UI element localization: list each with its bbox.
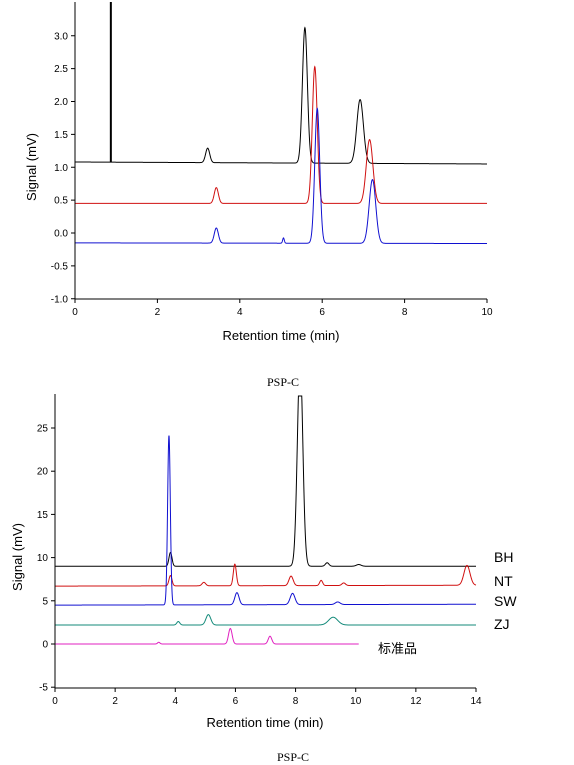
chart-bottom-series-2-line [55,435,476,606]
series-label-4: 标准品 [378,642,417,657]
chart-top-x-tick-label: 6 [319,307,325,318]
chart-top-ticks: 0 2 4 6 8 10 -1.0 -0.5 0.0 0.5 1.0 1.5 2.0 2.5 3.0 [51,31,493,318]
series-label-0: BH [494,549,513,565]
chart-bottom: 0 2 4 6 8 10 12 14 -5 0 5 10 15 20 25 Retention time (… [10,394,517,764]
chart-top-y-tick-label: 1.0 [54,163,68,174]
chart-top-x-tick-label: 8 [402,307,408,318]
series-label-2: SW [494,593,517,609]
chart-top-y-tick-label: -1.0 [51,294,69,305]
chart-top: 0 2 4 6 8 10 -1.0 -0.5 0.0 0.5 1.0 1.5 2.0 2.5 3.0 Ret… [24,2,493,389]
chart-bottom-x-tick-label: 12 [410,696,422,707]
chart-bottom-x-tick-label: 4 [173,696,179,707]
chart-bottom-series-3-line [55,614,476,626]
chart-bottom-y-tick-label: 0 [42,640,48,651]
chart-top-x-tick-label: 10 [481,307,493,318]
chart-top-y-tick-label: -0.5 [51,261,69,272]
chart-top-series-1-line [75,65,487,204]
chart-top-traces [75,2,487,245]
chart-bottom-traces [55,395,477,645]
series-label-1: NT [494,573,513,589]
chart-bottom-y-tick-label: 25 [37,424,49,435]
chart-bottom-series-labels: BH NT SW ZJ 标准品 [378,549,517,657]
chart-top-series-0-line [75,26,487,165]
chart-bottom-x-tick-label: 0 [52,696,58,707]
chart-top-y-tick-label: 0.0 [54,229,68,240]
chart-top-y-tick-label: 3.0 [54,31,68,42]
chart-bottom-x-label: Retention time (min) [206,715,323,730]
chart-top-x-tick-label: 2 [155,307,161,318]
chart-bottom-x-tick-label: 2 [112,696,118,707]
chart-bottom-series-1-line [55,563,477,587]
chart-bottom-series-0-line [55,395,476,567]
chart-bottom-y-tick-label: 5 [42,596,48,607]
chart-top-x-label: Retention time (min) [222,328,339,343]
chart-bottom-x-tick-label: 6 [233,696,239,707]
chart-top-x-tick-label: 0 [72,307,78,318]
chart-bottom-y-label: Signal (mV) [10,523,25,591]
chart-top-caption: PSP-C [267,375,299,389]
chart-bottom-x-tick-label: 14 [470,696,482,707]
chart-bottom-caption: PSP-C [277,750,309,764]
chart-bottom-y-tick-label: 15 [37,510,49,521]
chart-top-series-2-line [75,107,487,245]
chart-bottom-ticks: 0 2 4 6 8 10 12 14 -5 0 5 10 15 20 25 [37,424,482,708]
chart-top-y-tick-label: 1.5 [54,130,68,141]
chart-top-y-label: Signal (mV) [24,133,39,201]
chart-bottom-y-tick-label: 20 [37,467,49,478]
chart-top-y-tick-label: 0.5 [54,196,68,207]
chart-top-x-tick-label: 4 [237,307,243,318]
chart-bottom-y-tick-label: 10 [37,553,49,564]
series-label-3: ZJ [494,616,510,632]
chart-top-y-tick-label: 2.0 [54,97,68,108]
chart-top-y-tick-label: 2.5 [54,64,68,75]
chart-bottom-y-tick-label: -5 [39,683,48,694]
chart-bottom-series-4-line [55,627,359,645]
chart-bottom-x-tick-label: 10 [350,696,362,707]
chart-bottom-x-tick-label: 8 [293,696,299,707]
